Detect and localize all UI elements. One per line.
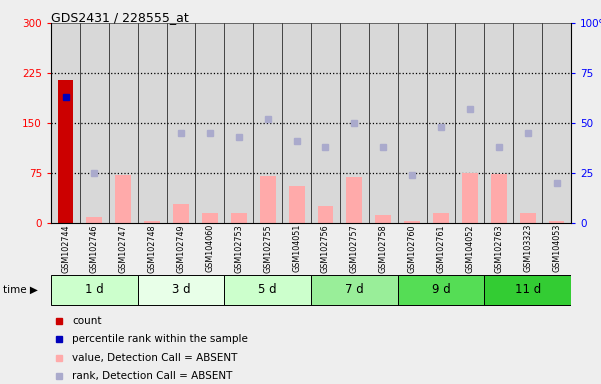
Bar bbox=[456, 23, 484, 223]
Bar bbox=[288, 186, 305, 223]
Bar bbox=[398, 23, 427, 223]
FancyBboxPatch shape bbox=[398, 275, 484, 306]
Bar bbox=[542, 23, 571, 223]
Bar bbox=[202, 214, 218, 223]
Bar bbox=[138, 23, 166, 223]
Bar bbox=[404, 221, 420, 223]
Bar bbox=[317, 206, 334, 223]
Bar bbox=[462, 173, 478, 223]
Bar bbox=[520, 214, 535, 223]
Bar bbox=[58, 79, 73, 223]
Bar bbox=[166, 23, 195, 223]
Text: count: count bbox=[72, 316, 102, 326]
Bar bbox=[87, 217, 102, 223]
Bar bbox=[173, 204, 189, 223]
Bar bbox=[260, 176, 276, 223]
Text: 7 d: 7 d bbox=[345, 283, 364, 296]
Bar bbox=[195, 23, 224, 223]
Bar bbox=[346, 177, 362, 223]
Text: 9 d: 9 d bbox=[432, 283, 450, 296]
Bar bbox=[433, 213, 449, 223]
Text: 1 d: 1 d bbox=[85, 283, 104, 296]
Bar bbox=[427, 23, 456, 223]
Bar bbox=[51, 23, 80, 223]
Text: percentile rank within the sample: percentile rank within the sample bbox=[72, 334, 248, 344]
Bar bbox=[484, 23, 513, 223]
Text: value, Detection Call = ABSENT: value, Detection Call = ABSENT bbox=[72, 353, 237, 363]
Bar bbox=[375, 215, 391, 223]
FancyBboxPatch shape bbox=[224, 275, 311, 306]
Bar bbox=[109, 23, 138, 223]
Bar bbox=[491, 174, 507, 223]
Bar bbox=[80, 23, 109, 223]
Bar bbox=[282, 23, 311, 223]
Bar bbox=[231, 214, 247, 223]
FancyBboxPatch shape bbox=[311, 275, 398, 306]
Bar bbox=[115, 175, 131, 223]
Bar bbox=[311, 23, 340, 223]
FancyBboxPatch shape bbox=[138, 275, 224, 306]
Bar bbox=[549, 221, 564, 223]
Bar bbox=[369, 23, 398, 223]
Bar bbox=[253, 23, 282, 223]
Text: 5 d: 5 d bbox=[258, 283, 277, 296]
Bar bbox=[340, 23, 369, 223]
Bar bbox=[513, 23, 542, 223]
Text: 3 d: 3 d bbox=[172, 283, 191, 296]
Text: rank, Detection Call = ABSENT: rank, Detection Call = ABSENT bbox=[72, 371, 232, 381]
FancyBboxPatch shape bbox=[51, 275, 138, 306]
FancyBboxPatch shape bbox=[484, 275, 571, 306]
Bar bbox=[144, 221, 160, 223]
Text: time ▶: time ▶ bbox=[3, 285, 38, 295]
Bar bbox=[224, 23, 253, 223]
Text: GDS2431 / 228555_at: GDS2431 / 228555_at bbox=[51, 12, 189, 25]
Text: 11 d: 11 d bbox=[514, 283, 541, 296]
